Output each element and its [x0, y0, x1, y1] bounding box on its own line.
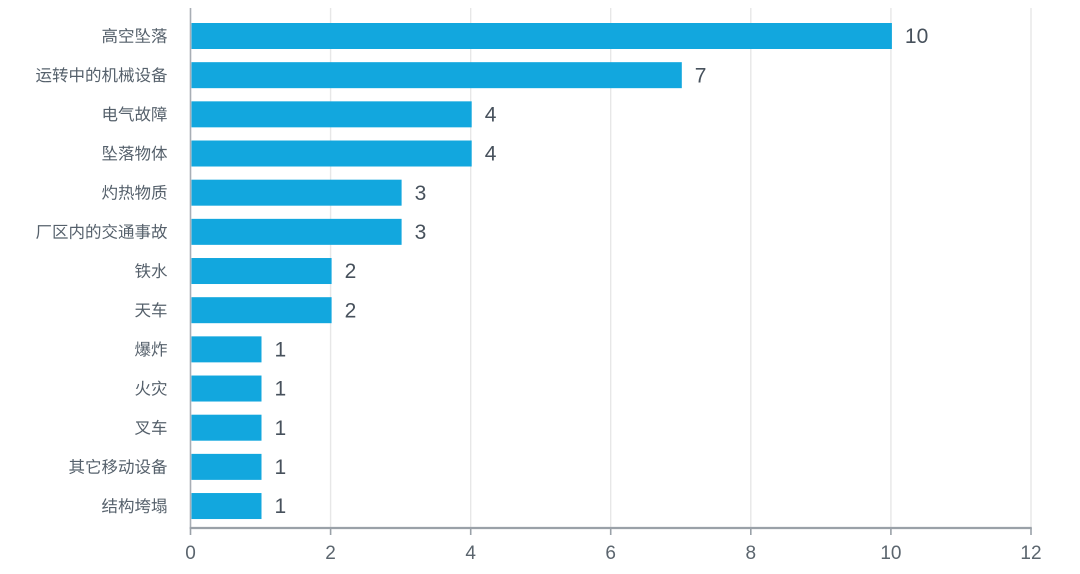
- svg-text:12: 12: [1020, 543, 1041, 564]
- svg-text:4: 4: [485, 104, 497, 127]
- svg-text:2: 2: [345, 299, 357, 322]
- svg-text:2: 2: [345, 260, 357, 283]
- svg-text:3: 3: [415, 221, 427, 244]
- svg-text:2: 2: [325, 543, 336, 564]
- svg-text:4: 4: [485, 143, 497, 166]
- svg-text:0: 0: [185, 543, 196, 564]
- svg-text:1: 1: [275, 456, 287, 479]
- svg-text:1: 1: [275, 495, 287, 518]
- svg-text:7: 7: [695, 64, 707, 87]
- svg-text:1: 1: [275, 417, 287, 440]
- svg-text:4: 4: [465, 543, 476, 564]
- svg-text:10: 10: [880, 543, 901, 564]
- svg-text:8: 8: [746, 543, 757, 564]
- svg-text:1: 1: [275, 339, 287, 362]
- svg-text:10: 10: [905, 25, 928, 48]
- svg-text:1: 1: [275, 378, 287, 401]
- svg-text:6: 6: [605, 543, 616, 564]
- svg-text:3: 3: [415, 182, 427, 205]
